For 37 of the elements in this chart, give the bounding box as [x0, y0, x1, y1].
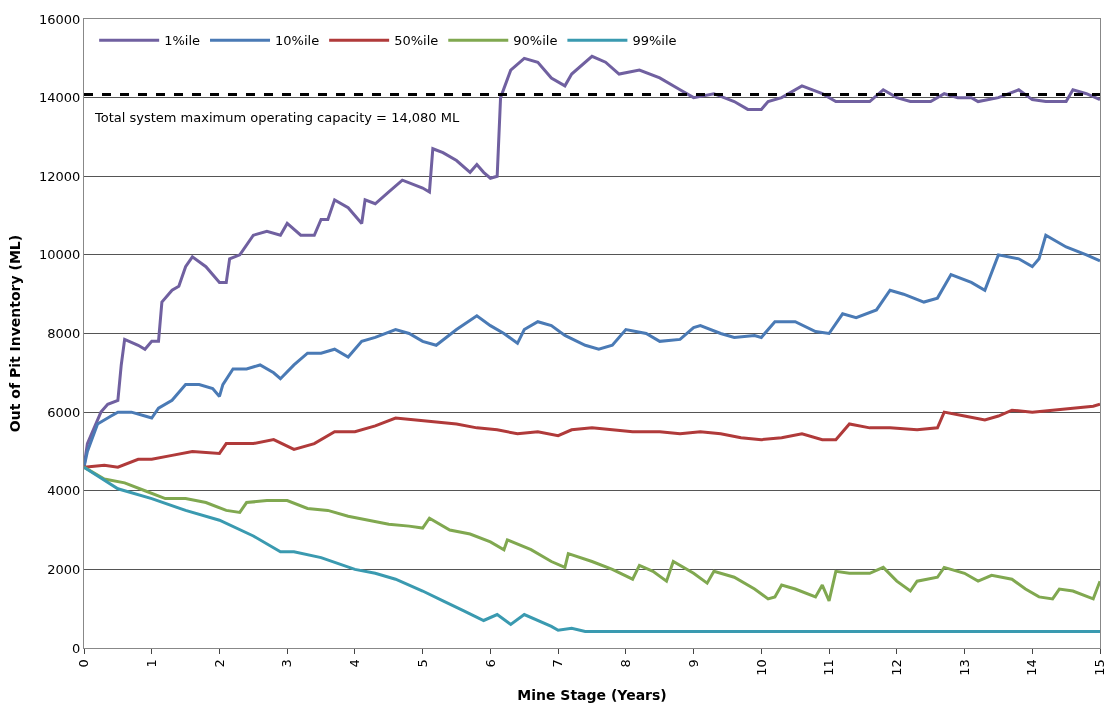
line-series [84, 402, 1100, 469]
x-tick-label: 10 [753, 659, 769, 676]
x-tick-label: 14 [1024, 659, 1040, 676]
legend-label: 99%ile [632, 33, 677, 49]
x-tick-label: 0 [76, 659, 92, 668]
x-tick-label: 9 [685, 659, 701, 668]
y-tick-label: 6000 [47, 404, 81, 420]
y-tick-label: 0 [72, 640, 81, 656]
ref-line-label: Total system maximum operating capacity = 14,080 ML [94, 110, 460, 125]
line-series [84, 233, 1100, 469]
y-tick-label: 16000 [39, 11, 81, 27]
x-tick-label: 1 [143, 659, 159, 668]
x-tick-label: 4 [347, 659, 363, 668]
line-series [84, 465, 1100, 633]
x-tick-label: 15 [1092, 659, 1108, 676]
x-tick-label: 7 [550, 659, 566, 668]
y-tick-label: 12000 [39, 168, 81, 184]
y-axis-title: Out of Pit Inventory (ML) [6, 234, 23, 433]
y-tick-label: 4000 [47, 483, 81, 499]
x-axis-title: Mine Stage (Years) [517, 687, 667, 704]
x-tick-label: 6 [482, 659, 498, 668]
x-tick-label: 3 [279, 659, 295, 668]
y-tick-label: 10000 [39, 247, 81, 263]
x-tick-label: 5 [414, 659, 430, 668]
y-tick-label: 14000 [39, 90, 81, 106]
x-tick-label: 2 [211, 659, 227, 668]
legend-label: 50%ile [394, 33, 439, 49]
legend-label: 90%ile [513, 33, 558, 49]
y-tick-label: 8000 [47, 326, 81, 342]
legend-label: 1%ile [164, 33, 201, 49]
x-tick-label: 13 [956, 659, 972, 676]
y-tick-label: 2000 [47, 561, 81, 577]
legend-label: 10%ile [275, 33, 320, 49]
line-series [84, 465, 1100, 603]
x-tick-label: 12 [889, 659, 905, 676]
x-tick-label: 8 [618, 659, 634, 668]
x-tick-label: 11 [821, 659, 837, 676]
